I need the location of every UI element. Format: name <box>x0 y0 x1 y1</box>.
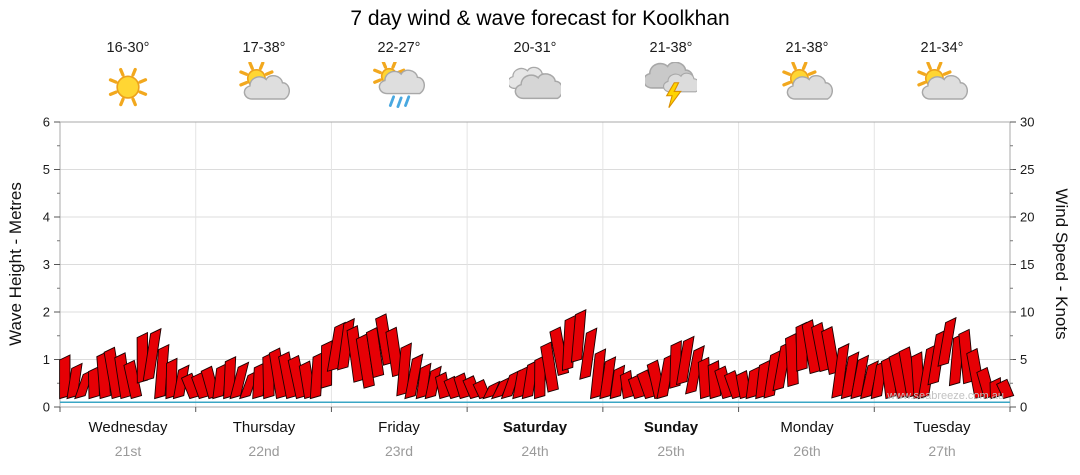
temp-range: 22-27° <box>377 40 421 56</box>
day-footer-wednesday: Wednesday 21st <box>60 419 196 459</box>
day-name: Monday <box>780 419 834 436</box>
day-footer-monday: Monday 26th <box>739 419 875 459</box>
day-name: Sunday <box>643 419 699 436</box>
day-date: 26th <box>793 443 821 459</box>
day-column-saturday: 20-31° <box>467 40 603 112</box>
weather-icon-partly-cloudy <box>196 61 332 112</box>
day-date: 25th <box>657 443 685 459</box>
day-column-wednesday: 16-30° <box>60 40 196 112</box>
svg-text:1: 1 <box>43 352 50 367</box>
day-column-thursday: 17-38° <box>196 40 332 112</box>
svg-text:4: 4 <box>43 210 50 225</box>
svg-text:5: 5 <box>1020 352 1027 367</box>
day-footer-thursday: Thursday 22nd <box>196 419 332 459</box>
svg-text:10: 10 <box>1020 305 1034 320</box>
svg-text:15: 15 <box>1020 257 1034 272</box>
day-date: 21st <box>114 443 142 459</box>
svg-text:0: 0 <box>1020 400 1027 415</box>
day-name: Tuesday <box>913 419 971 436</box>
svg-text:2: 2 <box>43 305 50 320</box>
day-footer-friday: Friday 23rd <box>331 419 467 459</box>
svg-text:0: 0 <box>43 400 50 415</box>
weather-icon-cloudy <box>467 62 603 112</box>
day-column-tuesday: 21-34° <box>874 40 1010 112</box>
day-date: 23rd <box>384 443 414 459</box>
day-name: Thursday <box>232 419 296 436</box>
temp-range: 20-31° <box>513 40 557 56</box>
day-name: Saturday <box>502 419 568 436</box>
svg-text:20: 20 <box>1020 210 1034 225</box>
weather-icon-partly-cloudy <box>874 61 1010 112</box>
svg-text:25: 25 <box>1020 162 1034 177</box>
svg-text:6: 6 <box>43 115 50 130</box>
svg-text:www.seabreeze.com.au: www.seabreeze.com.au <box>886 390 1004 402</box>
chart-title: 7 day wind & wave forecast for Koolkhan <box>350 7 730 30</box>
weather-icon-sunny <box>60 62 196 112</box>
temp-range: 21-38° <box>785 40 829 56</box>
day-column-sunday: 21-38° <box>603 40 739 112</box>
temp-range: 21-34° <box>920 40 964 56</box>
day-name: Friday <box>378 419 420 436</box>
day-footer-saturday: Saturday 24th <box>467 419 603 459</box>
day-column-monday: 21-38° <box>739 40 875 112</box>
day-date: 24th <box>521 443 549 459</box>
day-footer-tuesday: Tuesday 27th <box>874 419 1010 459</box>
day-date: 27th <box>928 443 956 459</box>
day-footer-sunday: Sunday 25th <box>603 419 739 459</box>
temp-range: 16-30° <box>106 40 150 56</box>
weather-icon-storm <box>603 61 739 112</box>
temp-range: 21-38° <box>649 40 693 56</box>
svg-text:30: 30 <box>1020 115 1034 130</box>
svg-text:3: 3 <box>43 257 50 272</box>
svg-text:5: 5 <box>43 162 50 177</box>
day-column-friday: 22-27° <box>331 40 467 112</box>
temp-range: 17-38° <box>242 40 286 56</box>
day-date: 22nd <box>248 443 280 459</box>
weather-icon-partly-cloudy <box>739 61 875 112</box>
weather-icon-showers <box>331 60 467 112</box>
day-name: Wednesday <box>88 419 168 436</box>
